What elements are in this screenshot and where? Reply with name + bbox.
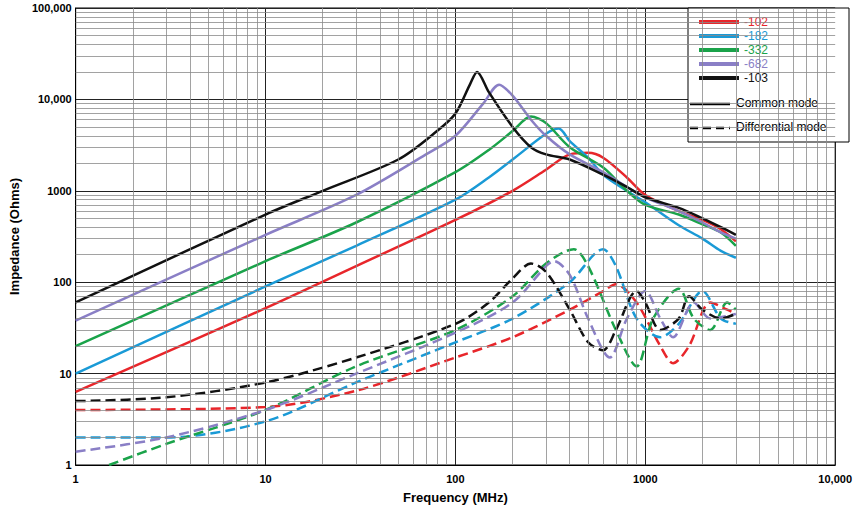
svg-text:100: 100 (446, 473, 464, 485)
svg-text:1: 1 (73, 473, 79, 485)
svg-text:Differential mode: Differential mode (736, 120, 827, 134)
svg-text:-103: -103 (744, 71, 768, 85)
svg-text:10: 10 (259, 473, 271, 485)
svg-text:1000: 1000 (47, 185, 71, 197)
svg-text:-332: -332 (744, 43, 768, 57)
svg-text:-182: -182 (744, 29, 768, 43)
svg-text:Frequency (MHz): Frequency (MHz) (403, 490, 508, 505)
svg-text:100,000: 100,000 (32, 2, 72, 14)
svg-text:Impedance (Ohms): Impedance (Ohms) (7, 178, 22, 295)
svg-text:1: 1 (66, 459, 72, 471)
svg-text:10,000: 10,000 (38, 93, 72, 105)
svg-text:-102: -102 (744, 15, 768, 29)
svg-text:10: 10 (59, 368, 71, 380)
svg-text:100: 100 (53, 276, 71, 288)
svg-text:Common mode: Common mode (736, 96, 818, 110)
svg-text:-682: -682 (744, 57, 768, 71)
svg-text:1000: 1000 (633, 473, 657, 485)
svg-text:10,000: 10,000 (818, 473, 852, 485)
